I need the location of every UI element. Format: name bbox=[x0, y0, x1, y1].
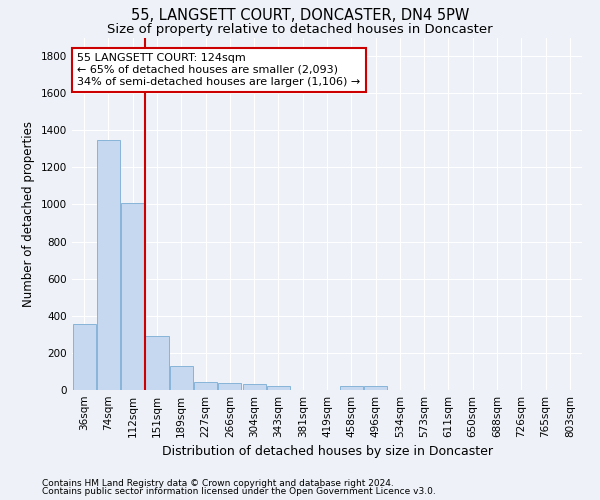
Bar bbox=[218, 382, 241, 390]
Bar bbox=[73, 324, 95, 390]
Bar bbox=[364, 386, 387, 390]
Bar bbox=[242, 384, 266, 390]
Bar bbox=[340, 386, 363, 390]
Text: 55 LANGSETT COURT: 124sqm
← 65% of detached houses are smaller (2,093)
34% of se: 55 LANGSETT COURT: 124sqm ← 65% of detac… bbox=[77, 54, 361, 86]
Bar bbox=[145, 336, 169, 390]
Text: 55, LANGSETT COURT, DONCASTER, DN4 5PW: 55, LANGSETT COURT, DONCASTER, DN4 5PW bbox=[131, 8, 469, 22]
Bar bbox=[97, 140, 120, 390]
Text: Size of property relative to detached houses in Doncaster: Size of property relative to detached ho… bbox=[107, 22, 493, 36]
Bar bbox=[267, 386, 290, 390]
Text: Contains HM Land Registry data © Crown copyright and database right 2024.: Contains HM Land Registry data © Crown c… bbox=[42, 478, 394, 488]
Bar bbox=[170, 366, 193, 390]
Y-axis label: Number of detached properties: Number of detached properties bbox=[22, 120, 35, 306]
Text: Contains public sector information licensed under the Open Government Licence v3: Contains public sector information licen… bbox=[42, 487, 436, 496]
Bar bbox=[121, 202, 144, 390]
Bar bbox=[194, 382, 217, 390]
X-axis label: Distribution of detached houses by size in Doncaster: Distribution of detached houses by size … bbox=[161, 446, 493, 458]
